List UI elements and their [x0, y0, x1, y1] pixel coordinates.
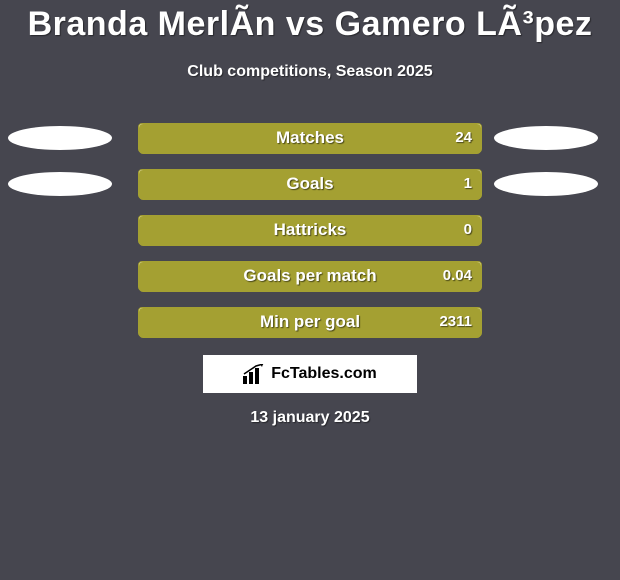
bar-label: Min per goal	[138, 307, 482, 337]
left-ellipse	[8, 126, 112, 150]
right-ellipse	[494, 172, 598, 196]
watermark-chart-icon	[243, 364, 265, 384]
subtitle: Club competitions, Season 2025	[0, 63, 620, 81]
stat-row: Min per goal2311	[0, 307, 620, 337]
bar-label: Goals	[138, 169, 482, 199]
date-text: 13 january 2025	[0, 409, 620, 427]
watermark-text: FcTables.com	[271, 365, 377, 383]
stat-row: Matches24	[0, 123, 620, 153]
bar-value: 24	[455, 123, 472, 153]
infographic-canvas: Branda MerlÃ­n vs Gamero LÃ³pez Club com…	[0, 0, 620, 580]
bar-label: Matches	[138, 123, 482, 153]
bar-value: 0	[464, 215, 472, 245]
bar-value: 2311	[439, 307, 472, 337]
bar-value: 0.04	[443, 261, 472, 291]
stat-row: Goals per match0.04	[0, 261, 620, 291]
left-ellipse	[8, 172, 112, 196]
stat-row: Goals1	[0, 169, 620, 199]
bar-label: Goals per match	[138, 261, 482, 291]
stat-row: Hattricks0	[0, 215, 620, 245]
right-ellipse	[494, 126, 598, 150]
page-title: Branda MerlÃ­n vs Gamero LÃ³pez	[0, 5, 620, 44]
bar-value: 1	[464, 169, 472, 199]
watermark: FcTables.com	[203, 355, 417, 393]
bar-label: Hattricks	[138, 215, 482, 245]
